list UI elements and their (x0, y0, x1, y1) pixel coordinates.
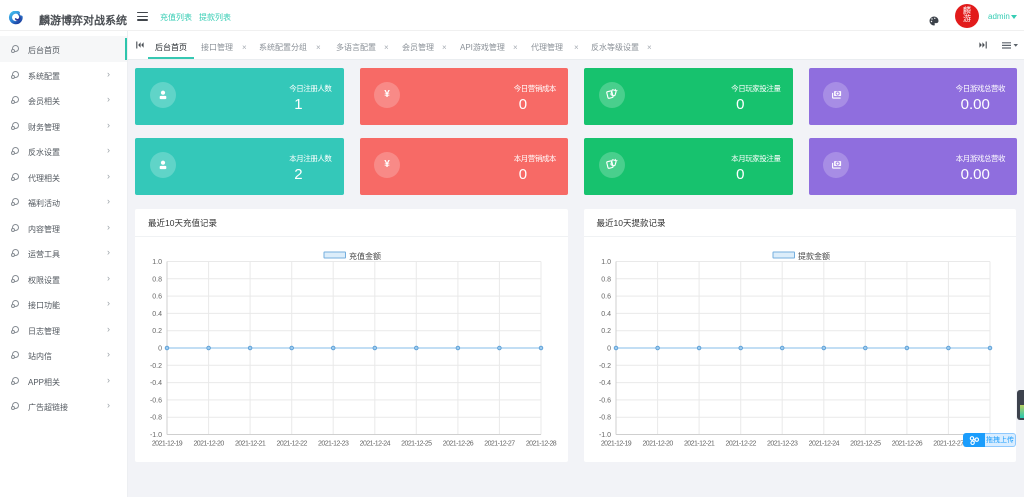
svg-text:0.8: 0.8 (601, 276, 611, 283)
svg-text:-0.2: -0.2 (598, 362, 610, 369)
svg-text:0.4: 0.4 (601, 310, 611, 317)
svg-text:2021-12-23: 2021-12-23 (767, 440, 798, 447)
svg-text:0.4: 0.4 (152, 310, 162, 317)
svg-text:充值金额: 充值金额 (349, 250, 381, 260)
svg-text:2021-12-24: 2021-12-24 (808, 440, 839, 447)
svg-text:1.0: 1.0 (601, 259, 611, 266)
svg-text:2021-12-26: 2021-12-26 (443, 440, 474, 447)
svg-text:1.0: 1.0 (152, 259, 162, 266)
svg-text:0.6: 0.6 (152, 293, 162, 300)
svg-text:2021-12-24: 2021-12-24 (360, 440, 391, 447)
svg-text:2021-12-28: 2021-12-28 (526, 440, 557, 447)
svg-text:2021-12-22: 2021-12-22 (277, 440, 308, 447)
svg-text:-0.4: -0.4 (598, 380, 610, 387)
svg-text:-0.6: -0.6 (598, 397, 610, 404)
svg-text:-0.2: -0.2 (150, 362, 162, 369)
svg-text:-1.0: -1.0 (150, 432, 162, 439)
svg-text:0.2: 0.2 (601, 328, 611, 335)
svg-text:0.6: 0.6 (601, 293, 611, 300)
svg-text:2021-12-20: 2021-12-20 (193, 440, 224, 447)
svg-text:-0.6: -0.6 (150, 397, 162, 404)
svg-text:2021-12-27: 2021-12-27 (484, 440, 515, 447)
svg-text:2021-12-19: 2021-12-19 (152, 440, 183, 447)
svg-text:提款金额: 提款金额 (798, 250, 830, 260)
svg-text:2021-12-21: 2021-12-21 (235, 440, 266, 447)
svg-text:-0.4: -0.4 (150, 380, 162, 387)
svg-text:0: 0 (158, 345, 162, 352)
svg-text:0.2: 0.2 (152, 328, 162, 335)
svg-text:0: 0 (607, 345, 611, 352)
svg-text:2021-12-25: 2021-12-25 (401, 440, 432, 447)
svg-text:0.8: 0.8 (152, 276, 162, 283)
svg-text:2021-12-22: 2021-12-22 (725, 440, 756, 447)
svg-text:-1.0: -1.0 (598, 432, 610, 439)
svg-text:2021-12-20: 2021-12-20 (642, 440, 673, 447)
svg-text:2021-12-27: 2021-12-27 (933, 440, 964, 447)
svg-text:-0.8: -0.8 (598, 414, 610, 421)
svg-text:2021-12-23: 2021-12-23 (318, 440, 349, 447)
svg-text:2021-12-26: 2021-12-26 (891, 440, 922, 447)
svg-text:2021-12-19: 2021-12-19 (600, 440, 631, 447)
svg-text:2021-12-25: 2021-12-25 (850, 440, 881, 447)
svg-text:-0.8: -0.8 (150, 414, 162, 421)
svg-text:2021-12-21: 2021-12-21 (683, 440, 714, 447)
